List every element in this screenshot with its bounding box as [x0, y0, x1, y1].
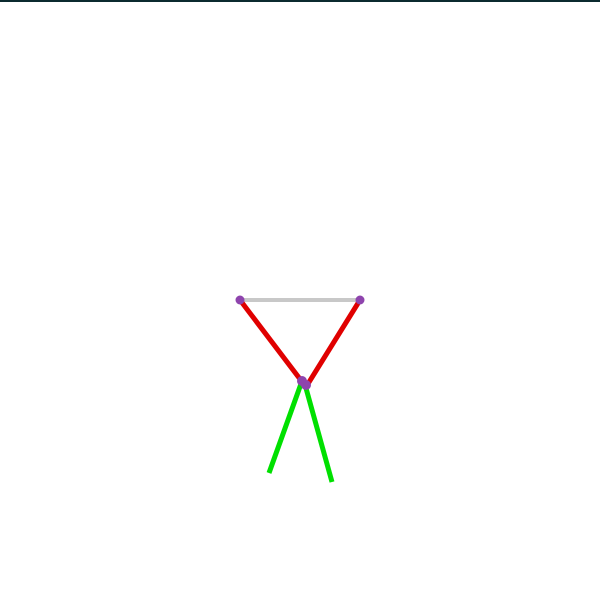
left-arm [237, 297, 306, 386]
top-bar [0, 0, 600, 2]
center-joint-right[interactable] [301, 380, 311, 390]
right-leg [301, 380, 335, 483]
left-leg [266, 380, 305, 474]
left-base-joint[interactable] [235, 295, 245, 305]
right-arm [303, 297, 363, 390]
right-base-joint[interactable] [355, 295, 365, 305]
